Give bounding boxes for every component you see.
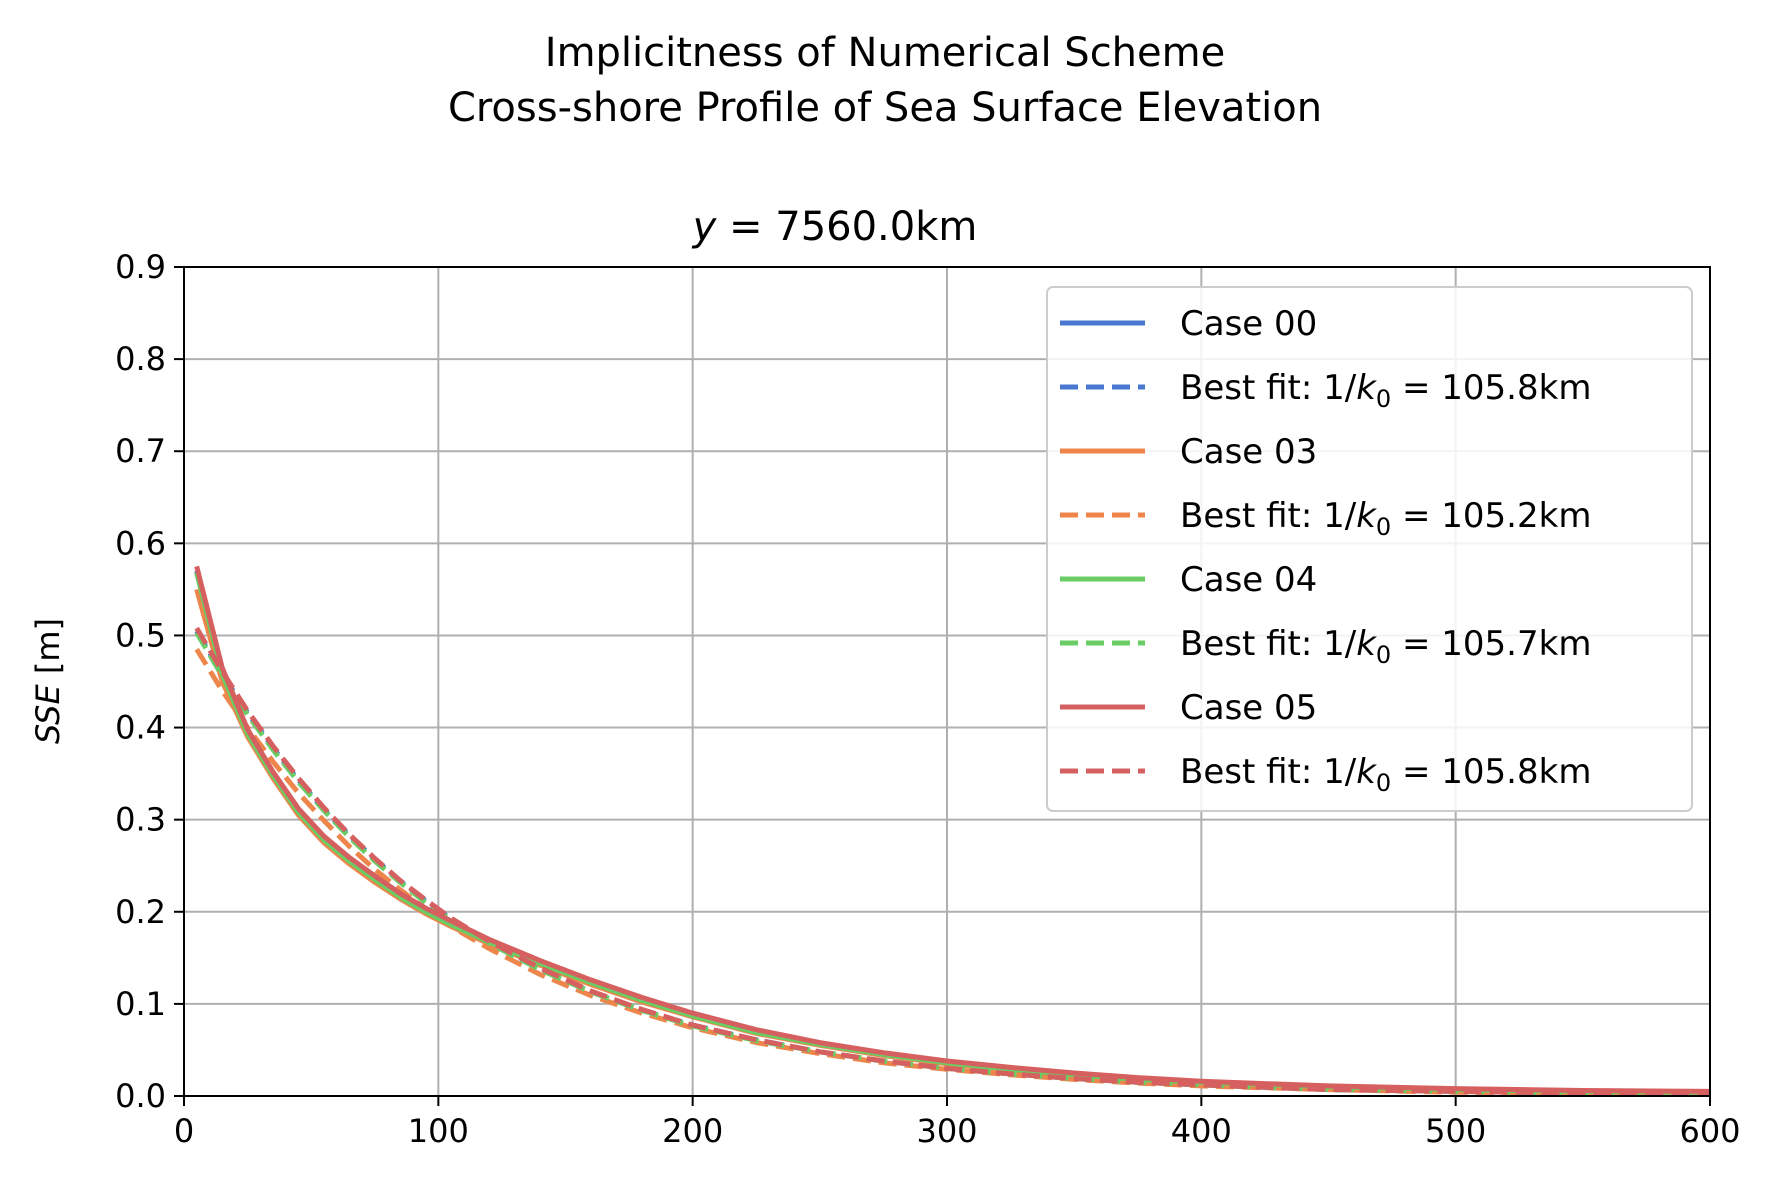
axes-title-var: y bbox=[692, 204, 718, 250]
x-tick-label: 500 bbox=[1425, 1112, 1486, 1150]
y-tick-label: 0.5 bbox=[115, 616, 166, 654]
legend-fit-value: = 105.2km bbox=[1391, 496, 1591, 536]
legend-fit-prefix: Best fit: 1/ bbox=[1180, 368, 1357, 408]
x-tick-label: 400 bbox=[1171, 1112, 1232, 1150]
y-tick-label: 0.6 bbox=[115, 524, 166, 562]
legend-entry-label: Case 00 bbox=[1180, 304, 1317, 344]
legend-entry-label: Best fit: 1/k0 = 105.8km bbox=[1180, 752, 1591, 797]
y-axis-label-var: SSE bbox=[29, 684, 67, 744]
y-axis-label: SSE [m] bbox=[29, 618, 67, 744]
axis-ticks: 0 100 200 300 400 500 600 0.0 0.1 0.2 0.3 0.4 0.5 0.6… bbox=[115, 248, 1740, 1150]
legend-entry-label: Case 03 bbox=[1180, 432, 1317, 472]
axes-title-rest: = 7560.0km bbox=[716, 204, 977, 250]
legend-entry-label: Case 05 bbox=[1180, 688, 1317, 728]
legend-fit-var: k bbox=[1356, 752, 1377, 792]
legend-fit-subscript: 0 bbox=[1376, 769, 1391, 797]
legend-fit-value: = 105.8km bbox=[1391, 368, 1591, 408]
y-axis-label-rest: [m] bbox=[29, 618, 67, 684]
legend-fit-prefix: Best fit: 1/ bbox=[1180, 624, 1357, 664]
axes-title: y = 7560.0km bbox=[692, 204, 978, 250]
x-tick-label: 300 bbox=[916, 1112, 977, 1150]
x-tick-label: 100 bbox=[408, 1112, 469, 1150]
legend-fit-subscript: 0 bbox=[1376, 513, 1391, 541]
y-tick-label: 0.4 bbox=[115, 709, 166, 747]
legend-entry-label: Best fit: 1/k0 = 105.8km bbox=[1180, 368, 1591, 413]
legend-fit-var: k bbox=[1356, 624, 1377, 664]
x-tick-label: 0 bbox=[174, 1112, 194, 1150]
x-tick-label: 600 bbox=[1679, 1112, 1740, 1150]
legend-fit-subscript: 0 bbox=[1376, 385, 1391, 413]
y-tick-label: 0.0 bbox=[115, 1077, 166, 1115]
legend-fit-prefix: Best fit: 1/ bbox=[1180, 752, 1357, 792]
legend-fit-value: = 105.7km bbox=[1391, 624, 1591, 664]
chart-suptitle-line2: Cross-shore Profile of Sea Surface Eleva… bbox=[448, 85, 1322, 131]
chart-suptitle-line1: Implicitness of Numerical Scheme bbox=[545, 30, 1225, 76]
legend-fit-prefix: Best fit: 1/ bbox=[1180, 496, 1357, 536]
series-line-case-6 bbox=[194, 565, 1711, 1094]
legend-box bbox=[1046, 286, 1693, 812]
y-tick-label: 0.1 bbox=[115, 985, 166, 1023]
y-tick-label: 0.8 bbox=[115, 340, 166, 378]
y-tick-label: 0.2 bbox=[115, 893, 166, 931]
legend-fit-subscript: 0 bbox=[1376, 641, 1391, 669]
legend-fit-var: k bbox=[1356, 496, 1377, 536]
y-tick-label: 0.9 bbox=[115, 248, 166, 286]
y-tick-label: 0.3 bbox=[115, 801, 166, 839]
legend-entry-label: Best fit: 1/k0 = 105.7km bbox=[1180, 624, 1591, 669]
legend-entry-label: Case 04 bbox=[1180, 560, 1317, 600]
legend-fit-value: = 105.8km bbox=[1391, 752, 1591, 792]
series-line-fit-7 bbox=[194, 626, 1711, 1097]
y-tick-label: 0.7 bbox=[115, 432, 166, 470]
legend-entry-label: Best fit: 1/k0 = 105.2km bbox=[1180, 496, 1591, 541]
legend-fit-var: k bbox=[1356, 368, 1377, 408]
series-layer bbox=[194, 565, 1711, 1097]
x-tick-label: 200 bbox=[662, 1112, 723, 1150]
